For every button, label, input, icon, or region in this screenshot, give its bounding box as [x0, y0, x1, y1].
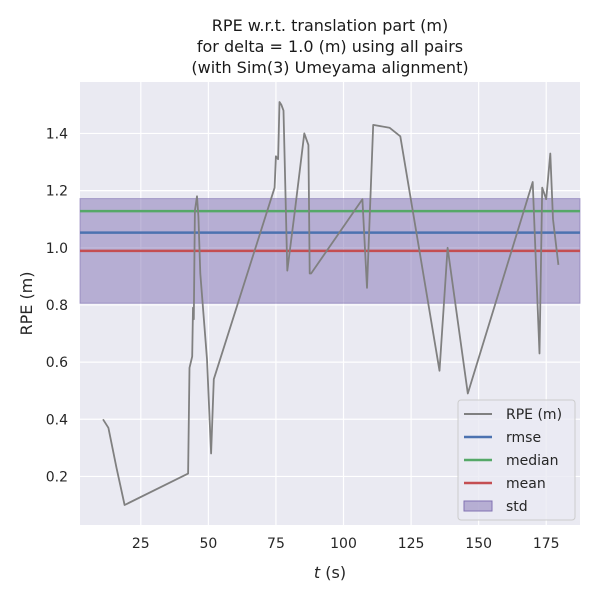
- legend-items: RPE (m) rmse median mean std: [463, 407, 562, 515]
- y-tick-label: 0.2: [46, 469, 68, 485]
- series-layer: [102, 101, 560, 506]
- y-tick-label: 0.8: [46, 298, 68, 314]
- legend-box: [457, 399, 576, 521]
- rpe-series-line: [102, 101, 560, 506]
- y-tick-label: 0.6: [46, 355, 68, 371]
- chart-title: RPE w.r.t. translation part (m) for delt…: [191, 16, 468, 77]
- x-tick-label: 25: [132, 536, 150, 552]
- y-axis-label: RPE (m): [17, 271, 36, 335]
- x-tick-label: 100: [330, 536, 357, 552]
- tick-labels: 25 50 75 100 125 150 175 0.2 0.4 0.6 0.8 1.0 1.2 1.4: [46, 126, 560, 552]
- y-tick-label: 0.4: [46, 412, 68, 428]
- y-tick-label: 1.4: [46, 126, 68, 142]
- x-axis-label-unit: (s): [320, 563, 346, 582]
- chart-title-line-3: (with Sim(3) Umeyama alignment): [191, 58, 468, 77]
- x-tick-label: 75: [267, 536, 285, 552]
- legend-label: rmse: [506, 430, 541, 446]
- x-tick-label: 175: [533, 536, 560, 552]
- x-tick-label: 125: [398, 536, 425, 552]
- chart-title-line-1: RPE w.r.t. translation part (m): [212, 16, 448, 35]
- legend-label: std: [506, 499, 528, 515]
- legend-label: median: [506, 453, 558, 469]
- legend-label: mean: [506, 476, 546, 492]
- x-tick-label: 150: [465, 536, 492, 552]
- x-tick-label: 50: [199, 536, 217, 552]
- legend: RPE (m) rmse median mean std: [457, 399, 576, 521]
- legend-label: RPE (m): [506, 407, 562, 423]
- chart-title-line-2: for delta = 1.0 (m) using all pairs: [197, 37, 463, 56]
- statistic-lines: [80, 209, 580, 253]
- legend-swatch: [463, 500, 493, 512]
- x-axis-label: t (s): [314, 563, 346, 582]
- x-axis-label-symbol: t: [314, 563, 321, 582]
- y-tick-label: 1.2: [46, 184, 68, 200]
- y-tick-label: 1.0: [46, 241, 68, 257]
